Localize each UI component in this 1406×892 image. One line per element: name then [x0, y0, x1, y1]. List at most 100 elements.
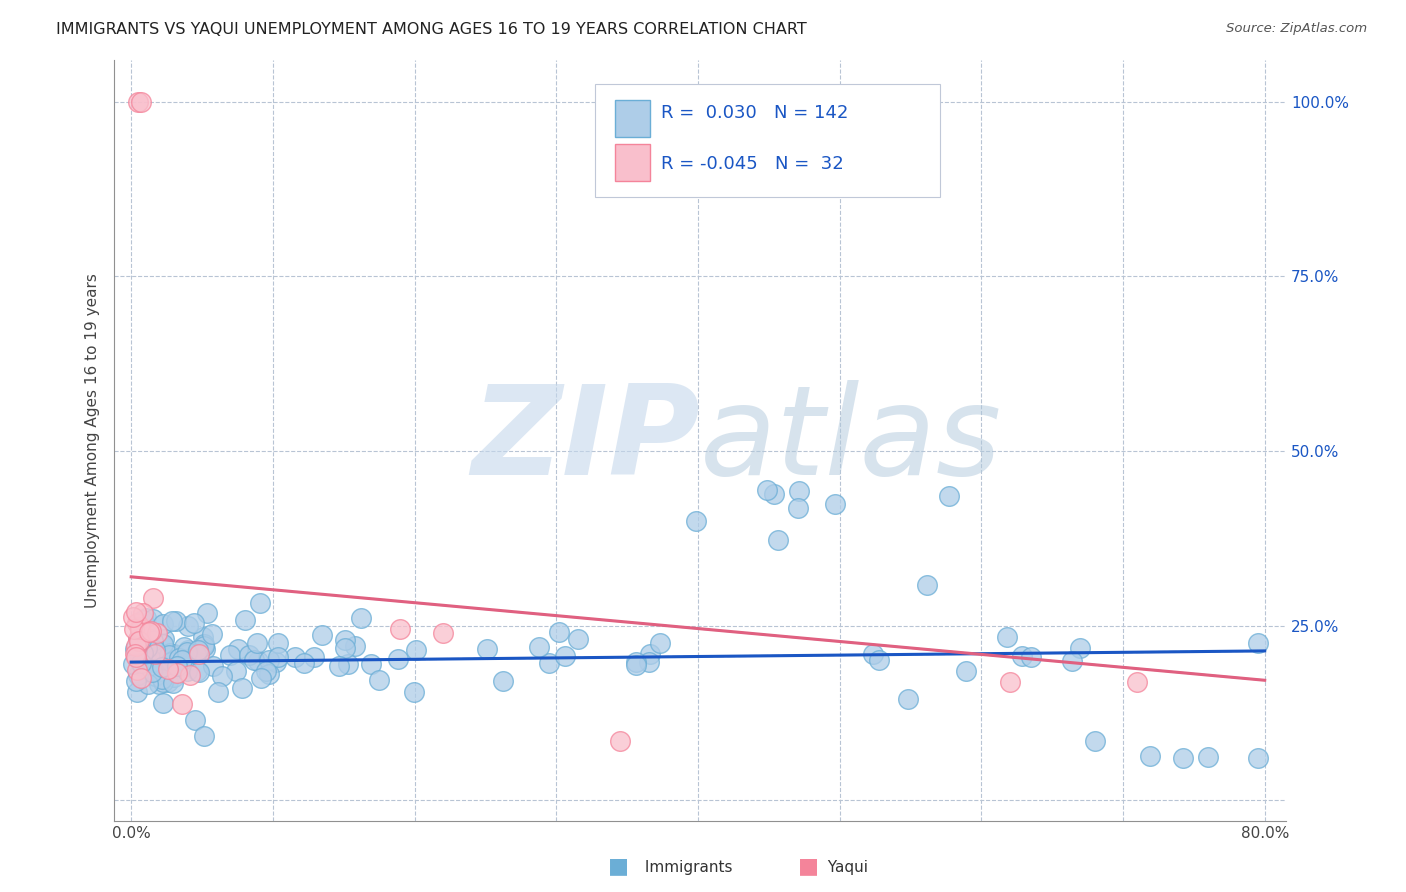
Point	[166, 657, 188, 671]
Point	[1019, 650, 1042, 665]
Point	[139, 644, 162, 658]
Point	[638, 655, 661, 669]
Point	[143, 642, 166, 657]
Point	[188, 647, 211, 661]
Point	[257, 666, 280, 681]
Point	[333, 641, 356, 656]
Point	[249, 596, 271, 610]
Point	[129, 671, 152, 685]
Point	[1084, 734, 1107, 748]
Point	[173, 656, 195, 670]
Text: Yaqui: Yaqui	[823, 861, 868, 875]
Point	[152, 675, 174, 690]
Point	[129, 620, 152, 634]
Point	[132, 607, 155, 621]
Point	[995, 630, 1018, 644]
Point	[184, 713, 207, 727]
Point	[650, 635, 672, 649]
Point	[128, 633, 150, 648]
Point	[567, 632, 589, 646]
Point	[638, 647, 661, 661]
Point	[492, 673, 515, 688]
Point	[124, 642, 146, 657]
Point	[150, 638, 173, 652]
Point	[824, 497, 846, 511]
FancyBboxPatch shape	[595, 84, 941, 197]
Point	[264, 655, 287, 669]
Text: Source: ZipAtlas.com: Source: ZipAtlas.com	[1226, 22, 1367, 36]
Point	[135, 647, 157, 661]
Point	[148, 677, 170, 691]
Point	[292, 657, 315, 671]
Point	[129, 95, 152, 109]
Point	[402, 685, 425, 699]
Point	[121, 657, 143, 671]
Point	[1011, 649, 1033, 664]
Text: ■: ■	[609, 856, 628, 876]
Point	[432, 625, 454, 640]
Point	[211, 669, 233, 683]
Point	[915, 578, 938, 592]
Point	[176, 645, 198, 659]
Point	[1247, 751, 1270, 765]
Point	[176, 647, 198, 661]
Point	[127, 95, 149, 109]
Point	[538, 657, 561, 671]
Point	[184, 647, 207, 661]
Point	[169, 651, 191, 665]
Point	[267, 636, 290, 650]
Point	[527, 640, 550, 654]
Point	[127, 632, 149, 647]
Point	[183, 616, 205, 631]
Point	[149, 664, 172, 678]
Point	[128, 622, 150, 636]
Point	[756, 483, 779, 498]
Point	[284, 649, 307, 664]
Point	[131, 658, 153, 673]
Point	[187, 643, 209, 657]
Text: Immigrants: Immigrants	[640, 861, 733, 875]
Point	[139, 632, 162, 646]
Point	[187, 647, 209, 661]
Point	[477, 642, 499, 657]
Point	[1126, 674, 1149, 689]
Point	[207, 685, 229, 699]
Point	[685, 514, 707, 528]
Point	[125, 650, 148, 665]
Point	[145, 656, 167, 670]
Point	[159, 655, 181, 669]
Point	[127, 663, 149, 677]
Point	[763, 487, 786, 501]
Point	[998, 674, 1021, 689]
Point	[250, 672, 273, 686]
Bar	[614, 145, 650, 181]
Point	[156, 662, 179, 676]
Point	[127, 668, 149, 682]
Point	[142, 634, 165, 648]
Point	[624, 658, 647, 673]
Point	[187, 665, 209, 679]
Point	[228, 642, 250, 657]
Point	[350, 611, 373, 625]
Point	[333, 633, 356, 648]
Point	[201, 659, 224, 673]
Point	[124, 647, 146, 661]
Point	[139, 624, 162, 639]
Y-axis label: Unemployment Among Ages 16 to 19 years: Unemployment Among Ages 16 to 19 years	[86, 273, 100, 608]
Point	[159, 646, 181, 660]
Point	[162, 676, 184, 690]
Point	[172, 653, 194, 667]
Point	[225, 664, 247, 678]
Point	[897, 691, 920, 706]
Point	[336, 657, 359, 671]
Point	[141, 665, 163, 680]
Point	[150, 672, 173, 686]
Point	[547, 624, 569, 639]
Point	[1139, 749, 1161, 764]
Point	[787, 500, 810, 515]
Point	[1171, 751, 1194, 765]
Point	[1069, 641, 1091, 656]
Point	[405, 643, 427, 657]
Point	[131, 613, 153, 627]
Point	[157, 648, 180, 663]
